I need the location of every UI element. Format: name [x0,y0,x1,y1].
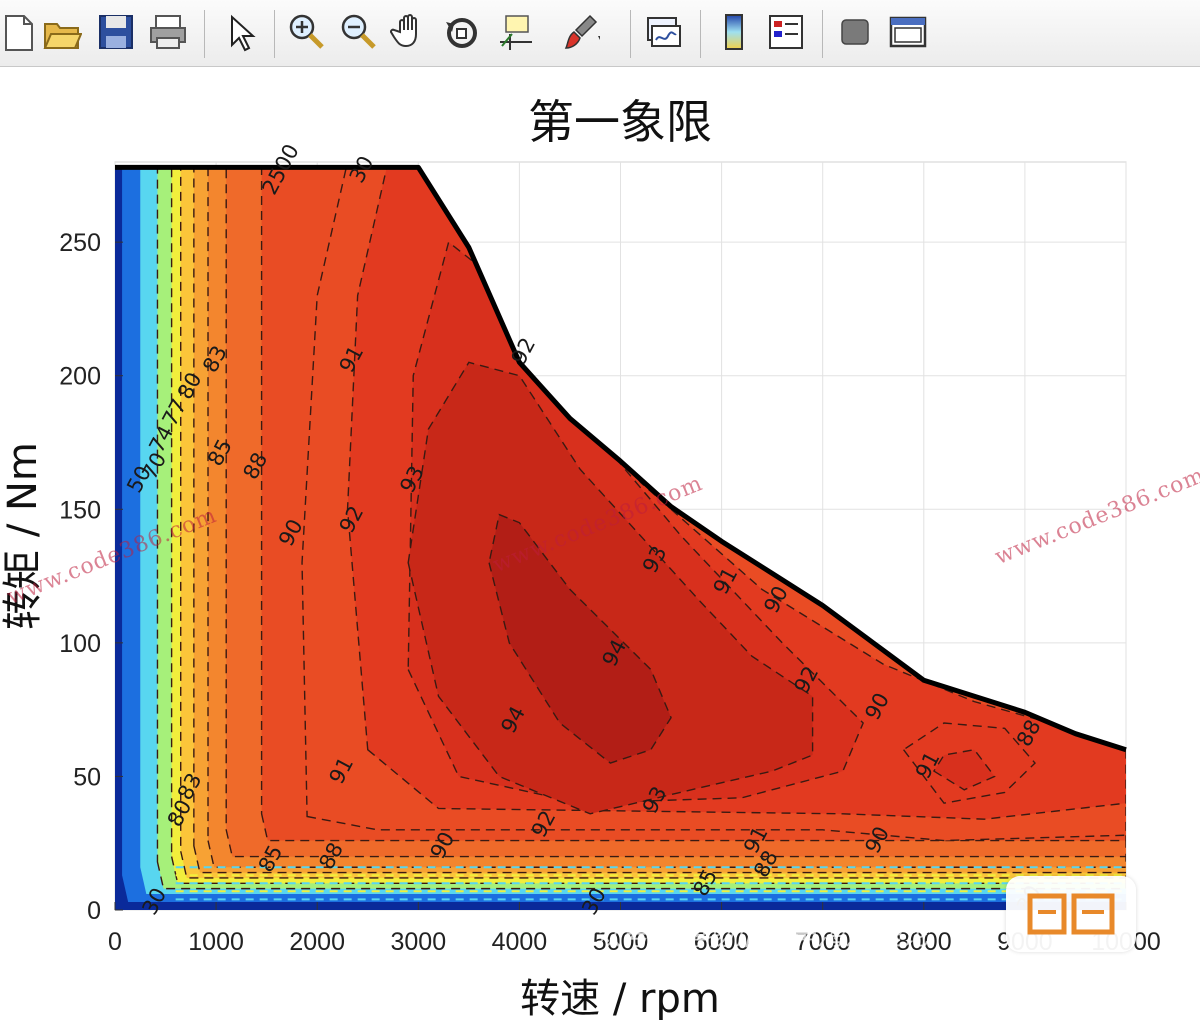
zoom-out-button[interactable] [336,10,380,54]
y-tick-label: 0 [87,897,101,925]
y-tick-label: 150 [59,496,101,524]
toolbar-separator [700,10,701,58]
zoom-in-icon [289,14,324,49]
y-tick-label: 100 [59,630,101,658]
rotate-icon [446,18,477,48]
watermark-bottom: 公众号 · 博物馆有声海洋理论 [566,919,929,952]
x-tick-label: 1000 [188,928,244,956]
new-file-icon [5,15,33,51]
y-axis-label: 转矩 / Nm [0,442,46,630]
app-logo-icon [1027,893,1115,935]
zoom-out-icon [341,14,376,49]
efficiency-band [488,513,672,764]
edit-plot-button[interactable] [218,10,262,54]
show-tools-icon [889,16,927,48]
hide-plot-tools-button[interactable] [834,10,878,54]
x-axis-label: 转速 / rpm [520,976,720,1020]
figure-toolbar [0,0,1200,67]
toolbar-separator [630,10,631,58]
brush-button[interactable] [554,10,606,54]
toolbar-separator [274,10,275,58]
efficiency-map-chart: 9392919088858380777470509294949391909290… [0,95,1161,1022]
data-cursor-icon [500,15,532,50]
x-tick-label: 2000 [289,928,345,956]
efficiency-island [932,748,996,791]
figure-canvas: 93 92 91 90 88 85 83 80 77 74 70 50 92 94 94 93 91 90 92 90… [0,66,1200,1022]
zoom-in-button[interactable] [284,10,328,54]
x-tick-label: 4000 [492,928,548,956]
show-plot-tools-button[interactable] [886,10,930,54]
hand-icon [390,14,417,48]
data-cursor-button[interactable] [494,10,538,54]
watermark-logo [1006,876,1136,952]
pointer-icon [231,14,256,52]
folder-open-icon [43,23,82,49]
x-tick-label: 6000 [694,928,750,956]
legend-icon [769,15,803,49]
toolbar-separator [204,10,205,58]
x-tick-label: 8000 [896,928,952,956]
x-tick-label: 0 [108,928,122,956]
link-plot-button[interactable] [642,10,686,54]
y-tick-label: 200 [59,363,101,391]
y-tick-label: 50 [73,763,101,791]
brush-icon [564,14,600,49]
x-tick-label: 5000 [593,928,649,956]
x-tick-label: 3000 [390,928,446,956]
link-plot-icon [647,17,681,47]
insert-colorbar-button[interactable] [712,10,756,54]
printer-icon [150,15,186,49]
hide-tools-icon [841,19,869,45]
new-figure-button[interactable] [0,10,42,54]
toolbar-separator [822,10,823,58]
save-figure-button[interactable] [94,10,138,54]
print-figure-button[interactable] [146,10,190,54]
pan-button[interactable] [388,10,432,54]
colorbar-icon [725,14,743,50]
chart-title: 第一象限 [528,95,712,149]
rotate-3d-button[interactable] [440,10,484,54]
efficiency-band [407,361,814,815]
y-tick-label: 250 [59,229,101,257]
open-file-button[interactable] [40,10,84,54]
torque-envelope-line [115,164,1127,753]
save-icon [99,15,133,49]
x-tick-label: 7000 [795,928,851,956]
insert-legend-button[interactable] [764,10,808,54]
